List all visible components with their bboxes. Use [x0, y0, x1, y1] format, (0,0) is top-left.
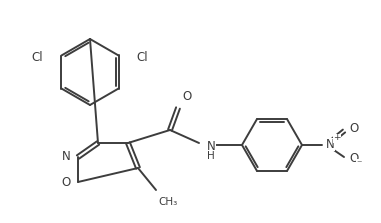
Text: ⁻: ⁻	[356, 159, 362, 169]
Text: N: N	[207, 140, 216, 153]
Text: CH₃: CH₃	[158, 197, 177, 207]
Text: O: O	[62, 176, 71, 188]
Text: +: +	[333, 134, 341, 142]
Text: H: H	[207, 151, 215, 161]
Text: O: O	[349, 122, 358, 134]
Text: Cl: Cl	[32, 51, 43, 64]
Text: Cl: Cl	[136, 51, 148, 64]
Text: O: O	[349, 153, 358, 165]
Text: N: N	[62, 151, 71, 163]
Text: O: O	[182, 90, 191, 103]
Text: N: N	[326, 138, 335, 151]
